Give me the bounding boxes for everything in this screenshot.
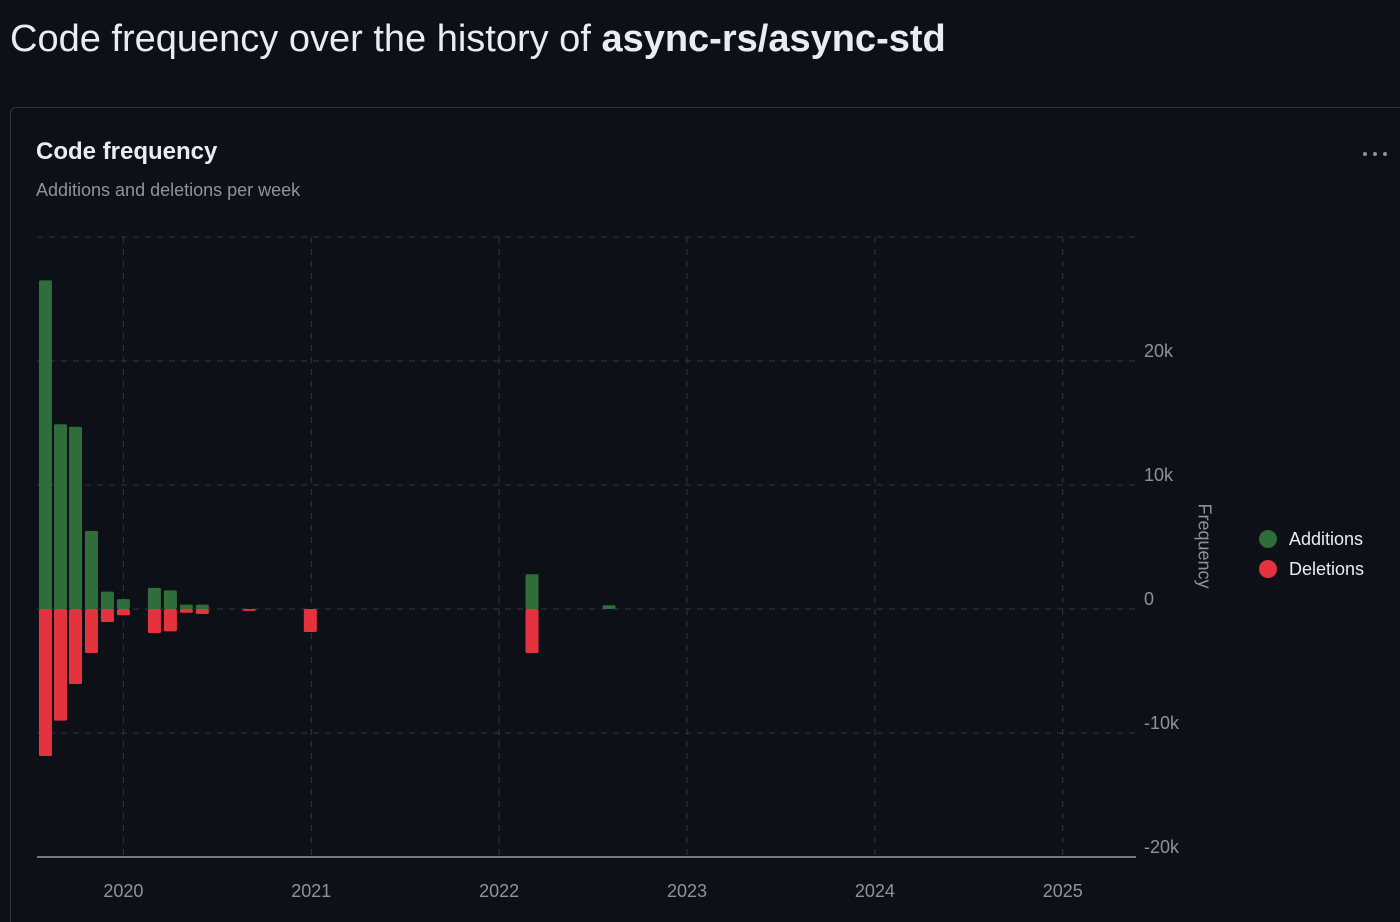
y-tick-label: -10k [1144,713,1180,733]
bar [195,609,209,614]
legend-swatch [1259,530,1277,548]
legend-label: Deletions [1289,559,1364,579]
bar [179,604,193,609]
title-prefix: Code frequency over the history of [10,18,591,60]
y-tick-label: -20k [1144,837,1180,857]
bar [69,426,83,609]
bar [53,609,67,721]
bar [100,591,114,609]
bar [195,604,209,609]
bar [100,609,114,623]
legend-swatch [1259,560,1277,578]
repo-name[interactable]: async-rs/async-std [601,18,946,60]
bar [53,424,67,609]
y-tick-label: 0 [1144,589,1154,609]
x-tick-label: 2022 [479,881,519,901]
chart-title: Code frequency [36,138,218,165]
y-tick-label: 10k [1144,465,1174,485]
x-tick-label: 2025 [1043,881,1083,901]
bar [147,587,161,609]
bar [163,609,177,632]
x-tick-label: 2021 [291,881,331,901]
bar [163,590,177,609]
bar [179,609,193,613]
chart-subtitle: Additions and deletions per week [36,180,301,200]
bar [84,609,98,654]
bar [116,599,130,609]
menu-button[interactable] [1362,146,1390,162]
y-tick-label: 20k [1144,341,1174,361]
bar [69,609,83,685]
x-tick-label: 2024 [855,881,895,901]
bar [38,280,52,609]
bar [303,609,317,632]
bar [242,609,256,611]
bar [602,605,616,609]
legend-label: Additions [1289,529,1363,549]
bar [525,609,539,654]
x-tick-label: 2023 [667,881,707,901]
bar [147,609,161,634]
y-axis-label: Frequency [1194,503,1214,588]
bar [38,609,52,756]
bar [525,574,539,609]
x-tick-label: 2020 [103,881,143,901]
page-title: Code frequency over the history of async… [10,18,946,61]
card [10,107,1400,922]
bar [116,609,130,616]
bar [84,530,98,609]
